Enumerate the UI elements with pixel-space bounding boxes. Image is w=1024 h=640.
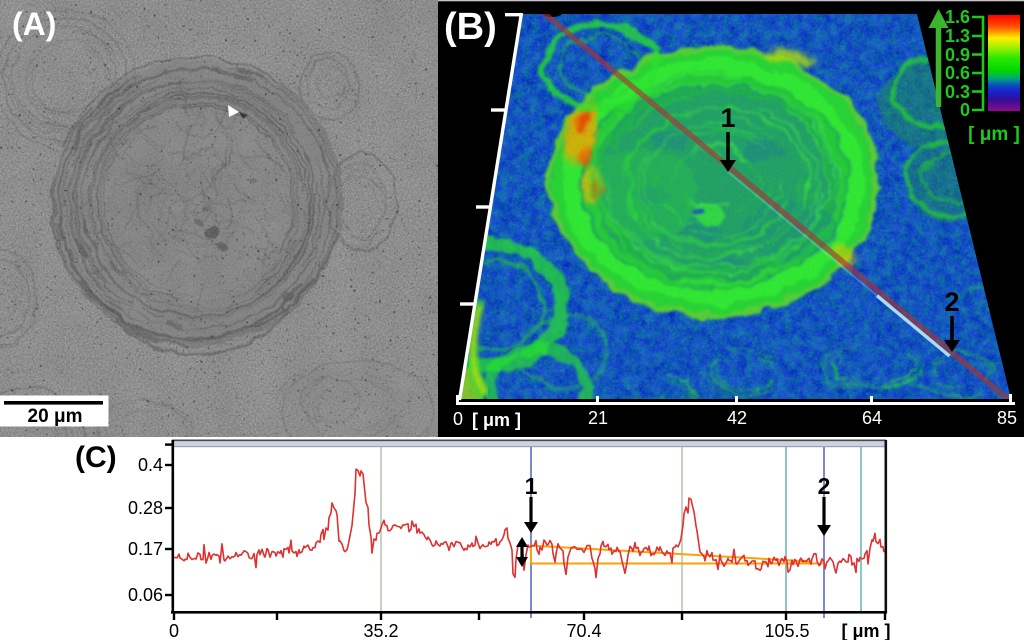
svg-text:70.4: 70.4 (566, 621, 601, 640)
svg-text:(C): (C) (75, 441, 117, 474)
svg-text:64: 64 (862, 408, 882, 428)
svg-text:1: 1 (525, 473, 538, 499)
svg-text:0.9: 0.9 (945, 45, 970, 65)
svg-text:[ μm ]: [ μm ] (841, 621, 890, 640)
svg-text:0.17: 0.17 (128, 539, 163, 559)
svg-text:35.2: 35.2 (363, 621, 398, 640)
svg-text:2: 2 (818, 473, 831, 499)
svg-text:0.3: 0.3 (945, 82, 970, 102)
svg-text:20 μm: 20 μm (28, 406, 83, 427)
svg-text:0: 0 (960, 100, 970, 120)
svg-text:21: 21 (588, 408, 608, 428)
svg-text:1.3: 1.3 (945, 26, 970, 46)
svg-text:1: 1 (720, 103, 735, 133)
svg-text:1.6: 1.6 (945, 7, 970, 27)
svg-text:[ μm ]: [ μm ] (968, 124, 1020, 145)
svg-text:[ μm ]: [ μm ] (472, 410, 521, 430)
svg-text:0: 0 (169, 621, 179, 640)
svg-text:85: 85 (997, 408, 1017, 428)
svg-text:0.28: 0.28 (128, 498, 163, 518)
svg-text:(A): (A) (12, 6, 56, 42)
svg-text:105.5: 105.5 (764, 621, 809, 640)
svg-text:2: 2 (944, 287, 959, 317)
svg-text:(B): (B) (444, 6, 497, 48)
svg-text:42: 42 (727, 408, 747, 428)
svg-text:0.06: 0.06 (128, 585, 163, 605)
svg-text:0.4: 0.4 (138, 455, 163, 475)
svg-text:0: 0 (453, 409, 463, 429)
svg-text:0.6: 0.6 (945, 63, 970, 83)
